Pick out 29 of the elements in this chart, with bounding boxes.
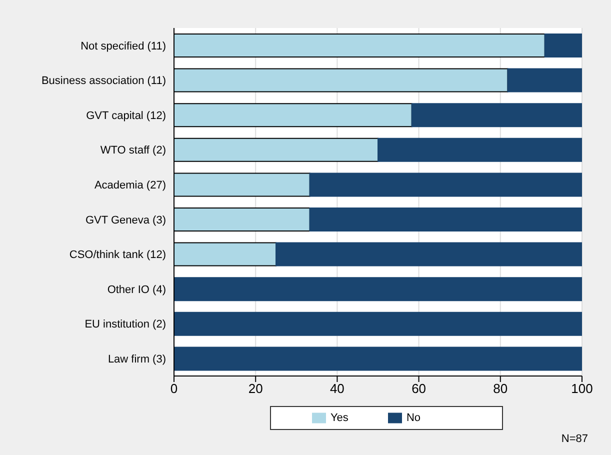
y-tick-label: GVT Geneva (3) xyxy=(86,214,166,226)
x-tick-label: 20 xyxy=(248,381,263,396)
bar xyxy=(378,138,582,162)
bar xyxy=(174,312,582,336)
bar xyxy=(544,34,582,58)
y-tick-label: Not specified (11) xyxy=(80,40,166,52)
y-tick-label: EU institution (2) xyxy=(84,318,166,331)
legend-label: No xyxy=(406,412,420,424)
bar xyxy=(411,103,582,128)
y-tick-label: WTO staff (2) xyxy=(100,144,166,157)
bar xyxy=(309,172,582,197)
x-tick-label: 40 xyxy=(330,381,344,396)
y-tick-label: Other IO (4) xyxy=(107,284,166,296)
x-tick-label: 100 xyxy=(571,381,593,396)
bar xyxy=(174,346,582,371)
y-tick-label: GVT capital (12) xyxy=(86,110,166,122)
bar xyxy=(276,242,582,266)
x-tick-label: 60 xyxy=(412,381,426,396)
bar xyxy=(174,277,582,302)
y-tick-label: Academia (27) xyxy=(94,180,166,192)
text: N=87 xyxy=(561,433,588,445)
x-tick-label: 80 xyxy=(493,381,508,396)
y-tick-label: CSO/think tank (12) xyxy=(69,249,166,262)
bar xyxy=(309,208,582,232)
y-tick-label: Law firm (3) xyxy=(108,354,166,366)
bar xyxy=(507,68,582,92)
x-tick-label: 0 xyxy=(170,381,178,396)
y-tick-label: Business association (11) xyxy=(41,75,166,88)
legend-label: Yes xyxy=(330,412,348,424)
